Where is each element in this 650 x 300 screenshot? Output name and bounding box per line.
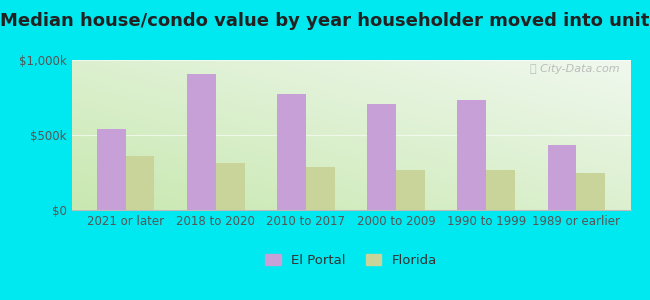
Bar	[577, 173, 605, 210]
Bar	[367, 103, 396, 210]
Bar	[187, 74, 216, 210]
Bar	[547, 145, 577, 210]
Bar	[486, 170, 515, 210]
Text: Median house/condo value by year householder moved into unit: Median house/condo value by year househo…	[0, 12, 650, 30]
Bar	[216, 163, 244, 210]
Bar	[458, 100, 486, 210]
Bar	[306, 167, 335, 210]
Bar	[97, 129, 125, 210]
Text: ⓘ City-Data.com: ⓘ City-Data.com	[530, 64, 619, 74]
Bar	[396, 169, 425, 210]
Bar	[125, 156, 155, 210]
Legend: El Portal, Florida: El Portal, Florida	[259, 249, 443, 272]
Bar	[277, 94, 306, 210]
